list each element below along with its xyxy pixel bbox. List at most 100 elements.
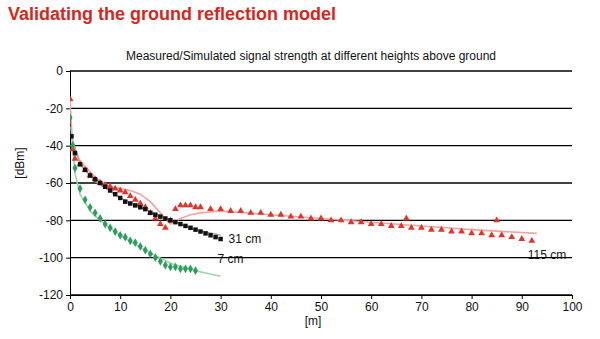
measured-point bbox=[528, 237, 535, 243]
y-tick: -100 bbox=[39, 251, 70, 265]
plot-area bbox=[70, 95, 537, 276]
y-tick-mark bbox=[66, 71, 70, 72]
measured-point bbox=[162, 224, 169, 230]
measured-point bbox=[448, 228, 455, 234]
measured-point bbox=[93, 209, 98, 218]
y-tick: -40 bbox=[46, 139, 70, 153]
x-tick-label: 0 bbox=[67, 300, 74, 314]
x-tick: 50 bbox=[315, 295, 329, 314]
x-tick: 0 bbox=[67, 295, 74, 314]
x-tick: 40 bbox=[265, 295, 279, 314]
measured-point bbox=[328, 216, 335, 222]
measured-point bbox=[498, 231, 505, 237]
measured-point bbox=[153, 212, 157, 216]
measured-point bbox=[398, 222, 405, 228]
x-tick-mark bbox=[472, 295, 473, 299]
measured-point bbox=[198, 229, 202, 233]
y-tick-label: 0 bbox=[56, 64, 63, 78]
measured-point bbox=[128, 237, 133, 246]
measured-point bbox=[92, 175, 99, 181]
measured-point bbox=[418, 224, 425, 230]
y-tick-mark bbox=[66, 108, 70, 109]
measured-point bbox=[133, 203, 137, 207]
measured-point bbox=[208, 233, 212, 237]
grid-line bbox=[70, 70, 572, 71]
measured-point bbox=[213, 235, 217, 239]
measured-point bbox=[308, 215, 315, 221]
measured-point bbox=[378, 220, 385, 226]
subtitle: Measured/Simulated signal strength at di… bbox=[126, 49, 496, 63]
measured-point bbox=[83, 195, 88, 204]
x-tick-mark bbox=[321, 295, 322, 299]
measured-point bbox=[237, 207, 244, 213]
grid-line bbox=[70, 257, 572, 258]
x-tick: 10 bbox=[114, 295, 128, 314]
measured-point bbox=[153, 253, 158, 262]
measured-point bbox=[148, 211, 152, 215]
grid-line bbox=[70, 145, 572, 146]
measured-point bbox=[298, 213, 305, 219]
title: Validating the ground reflection model bbox=[8, 4, 336, 24]
measured-point bbox=[158, 214, 162, 218]
measured-point bbox=[163, 216, 167, 220]
measured-point bbox=[108, 188, 112, 192]
measured-point bbox=[73, 151, 77, 155]
y-tick-label: -20 bbox=[46, 102, 64, 116]
measured-point bbox=[113, 227, 118, 236]
measured-point bbox=[123, 199, 127, 203]
measured-point bbox=[88, 203, 93, 212]
measured-point bbox=[183, 224, 187, 228]
measured-point bbox=[318, 215, 325, 221]
measured-point bbox=[173, 220, 177, 224]
x-tick-label: 20 bbox=[164, 300, 178, 314]
x-tick-label: 40 bbox=[265, 300, 279, 314]
y-tick: -120 bbox=[39, 288, 70, 302]
measured-point bbox=[78, 162, 82, 166]
x-axis: 0102030405060708090100 bbox=[67, 295, 583, 314]
measured-point bbox=[138, 205, 142, 209]
measured-point bbox=[217, 205, 224, 211]
y-tick: 0 bbox=[56, 64, 70, 78]
y-tick-mark bbox=[66, 183, 70, 184]
x-axis-line bbox=[71, 296, 573, 300]
measured-point bbox=[118, 196, 122, 200]
measured-point bbox=[70, 95, 73, 101]
measured-point bbox=[458, 228, 465, 234]
measured-point bbox=[117, 187, 124, 193]
x-tick-mark bbox=[421, 295, 422, 299]
measured-point bbox=[163, 261, 168, 270]
measured-point bbox=[83, 168, 87, 172]
measured-point bbox=[338, 216, 345, 222]
measured-point bbox=[218, 237, 222, 241]
series-label: 7 cm bbox=[218, 252, 244, 266]
x-tick-label: 70 bbox=[415, 300, 429, 314]
measured-point bbox=[127, 192, 134, 198]
y-tick: -80 bbox=[46, 214, 70, 228]
measured-point bbox=[143, 246, 148, 255]
measured-point bbox=[97, 179, 104, 185]
measured-point bbox=[188, 226, 192, 230]
measured-point bbox=[157, 220, 164, 226]
measured-point bbox=[78, 184, 83, 193]
measured-point bbox=[227, 207, 234, 213]
x-tick-mark bbox=[371, 295, 372, 299]
measured-point bbox=[183, 265, 188, 274]
measured-point bbox=[403, 215, 410, 221]
measured-point bbox=[193, 227, 197, 231]
series-labels: 115 cm31 cm7 cm bbox=[218, 232, 567, 266]
simulated-line bbox=[72, 136, 221, 235]
x-tick: 60 bbox=[365, 295, 379, 314]
measured-point bbox=[133, 238, 138, 247]
measured-point bbox=[247, 209, 254, 215]
measured-point bbox=[257, 209, 264, 215]
measured-point bbox=[70, 134, 74, 138]
measured-point bbox=[113, 192, 117, 196]
x-tick-mark bbox=[572, 295, 573, 299]
measured-point bbox=[132, 196, 139, 202]
measured-point bbox=[193, 266, 198, 275]
measured-point bbox=[478, 229, 485, 235]
measured-point bbox=[137, 200, 144, 206]
measured-point bbox=[123, 233, 128, 242]
x-tick-label: 90 bbox=[516, 300, 530, 314]
x-tick-label: 50 bbox=[315, 300, 329, 314]
